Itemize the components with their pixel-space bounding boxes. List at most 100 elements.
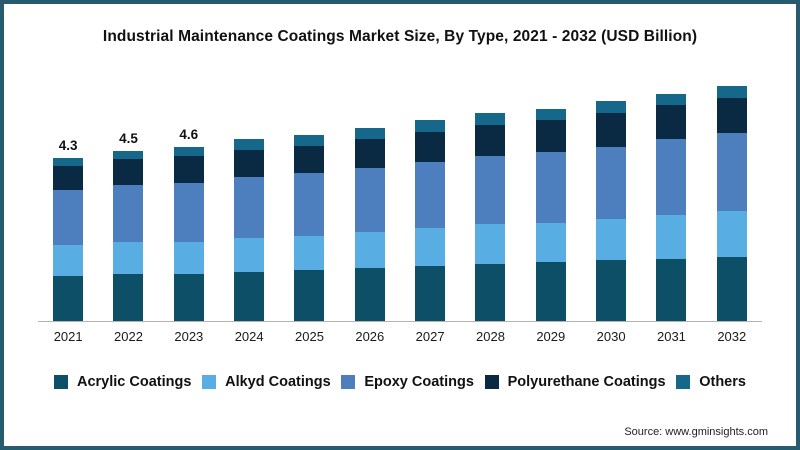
x-axis-tick-label: 2021 xyxy=(53,329,83,344)
bar-segment-polyurethane-coatings xyxy=(716,98,747,134)
stacked-bar xyxy=(113,150,144,321)
legend-swatch-alkyd-coatings xyxy=(202,375,217,389)
bar-segment-acrylic-coatings xyxy=(53,275,84,321)
legend-item-others: Others xyxy=(676,374,746,390)
bar-segment-polyurethane-coatings xyxy=(294,146,325,174)
bar-segment-alkyd-coatings xyxy=(535,222,566,263)
bar-segment-others xyxy=(173,146,204,157)
bar-segment-alkyd-coatings xyxy=(415,228,446,267)
legend-swatch-polyurethane-coatings xyxy=(484,375,499,389)
bar-segment-epoxy-coatings xyxy=(234,177,265,238)
bar-segment-others xyxy=(656,93,687,106)
stacked-bar xyxy=(53,158,84,321)
bar-segment-acrylic-coatings xyxy=(415,266,446,321)
legend-swatch-others xyxy=(676,375,691,389)
bar-segment-polyurethane-coatings xyxy=(173,156,204,183)
x-axis-tick-label: 2031 xyxy=(656,329,686,344)
stacked-bar xyxy=(716,86,747,321)
legend: Acrylic Coatings Alkyd Coatings Epoxy Coat… xyxy=(4,374,796,390)
x-axis-tick-label: 2022 xyxy=(114,329,143,344)
bar-segment-polyurethane-coatings xyxy=(475,124,506,157)
bar-column-2032 xyxy=(702,72,762,321)
bar-column-2029 xyxy=(521,72,581,321)
legend-label: Alkyd Coatings xyxy=(225,374,331,390)
bar-segment-alkyd-coatings xyxy=(173,241,204,274)
x-axis-tick-label: 2028 xyxy=(476,329,505,344)
bar-segment-acrylic-coatings xyxy=(716,256,747,321)
bar-segment-acrylic-coatings xyxy=(173,273,204,321)
bar-column-2028 xyxy=(460,72,520,321)
bar-column-2026 xyxy=(340,72,400,321)
bar-segment-alkyd-coatings xyxy=(234,237,265,272)
stacked-bar xyxy=(596,101,627,321)
bar-segment-others xyxy=(596,101,627,114)
bar-segment-polyurethane-coatings xyxy=(354,139,385,168)
plot-area: 4.3 4.5 4.6 xyxy=(38,72,762,322)
bar-column-2023: 4.6 xyxy=(159,72,219,321)
x-axis-tick-label: 2029 xyxy=(536,329,566,344)
bar-segment-alkyd-coatings xyxy=(294,235,325,270)
bar-column-2024 xyxy=(219,72,279,321)
bar-segment-alkyd-coatings xyxy=(53,245,84,276)
stacked-bar xyxy=(234,139,265,321)
legend-label: Polyurethane Coatings xyxy=(507,374,666,390)
stacked-bar xyxy=(535,108,566,321)
bar-segment-epoxy-coatings xyxy=(354,167,385,232)
bar-segment-alkyd-coatings xyxy=(354,232,385,268)
stacked-bar xyxy=(173,146,204,321)
bar-segment-others xyxy=(113,150,144,159)
bar-segment-epoxy-coatings xyxy=(113,184,144,242)
bar-segment-polyurethane-coatings xyxy=(596,113,627,147)
x-axis-labels: 2021 2022 2023 2024 2025 2026 2027 2028 2029 2030… xyxy=(38,322,762,344)
bar-segment-polyurethane-coatings xyxy=(113,158,144,185)
bar-segment-acrylic-coatings xyxy=(294,269,325,321)
stacked-bar xyxy=(475,112,506,321)
chart-title: Industrial Maintenance Coatings Market S… xyxy=(102,28,698,45)
legend-label: Others xyxy=(699,374,746,390)
bar-segment-alkyd-coatings xyxy=(475,224,506,265)
bar-segment-acrylic-coatings xyxy=(354,268,385,321)
bar-column-2027 xyxy=(400,72,460,321)
bar-segment-acrylic-coatings xyxy=(234,271,265,321)
x-axis-tick-label: 2027 xyxy=(415,329,445,344)
bar-total-label: 4.5 xyxy=(119,130,138,146)
bar-segment-others xyxy=(475,112,506,125)
bar-total-label: 4.6 xyxy=(179,126,199,142)
x-axis-tick-label: 2026 xyxy=(355,329,385,344)
legend-label: Acrylic Coatings xyxy=(77,374,192,390)
legend-label: Epoxy Coatings xyxy=(364,374,474,390)
bar-column-2021: 4.3 xyxy=(38,72,98,321)
bar-segment-others xyxy=(234,139,265,150)
bar-segment-others xyxy=(294,135,325,147)
x-axis-tick-label: 2025 xyxy=(295,329,324,344)
bar-column-2022: 4.5 xyxy=(98,72,158,321)
bar-segment-polyurethane-coatings xyxy=(535,120,566,153)
bar-segment-others xyxy=(415,120,446,132)
bar-segment-acrylic-coatings xyxy=(596,260,627,321)
bar-segment-acrylic-coatings xyxy=(113,273,144,321)
bar-segment-epoxy-coatings xyxy=(535,152,566,223)
chart-area: 4.3 4.5 4.6 2021 2022 2023 2024 2025 2026 2027 20… xyxy=(4,72,796,344)
x-axis-tick-label: 2023 xyxy=(174,329,204,344)
bar-column-2025 xyxy=(279,72,339,321)
bar-segment-alkyd-coatings xyxy=(596,218,627,261)
bar-segment-others xyxy=(354,127,385,140)
bar-segment-polyurethane-coatings xyxy=(656,105,687,140)
legend-item-acrylic-coatings: Acrylic Coatings xyxy=(54,374,191,390)
legend-swatch-acrylic-coatings xyxy=(54,375,68,389)
bar-segment-alkyd-coatings xyxy=(656,214,687,259)
x-axis-tick-label: 2024 xyxy=(234,329,264,344)
bar-segment-polyurethane-coatings xyxy=(415,131,446,162)
bar-column-2031 xyxy=(641,72,701,321)
bar-column-2030 xyxy=(581,72,641,321)
bar-segment-acrylic-coatings xyxy=(656,258,687,321)
bar-total-label: 4.3 xyxy=(58,138,78,154)
x-axis-tick-label: 2032 xyxy=(717,329,747,344)
bar-segment-acrylic-coatings xyxy=(475,264,506,321)
bar-segment-epoxy-coatings xyxy=(716,133,747,212)
bar-segment-epoxy-coatings xyxy=(415,161,446,229)
bar-segment-epoxy-coatings xyxy=(294,173,325,236)
bar-segment-others xyxy=(535,108,566,121)
legend-swatch-epoxy-coatings xyxy=(341,375,356,389)
